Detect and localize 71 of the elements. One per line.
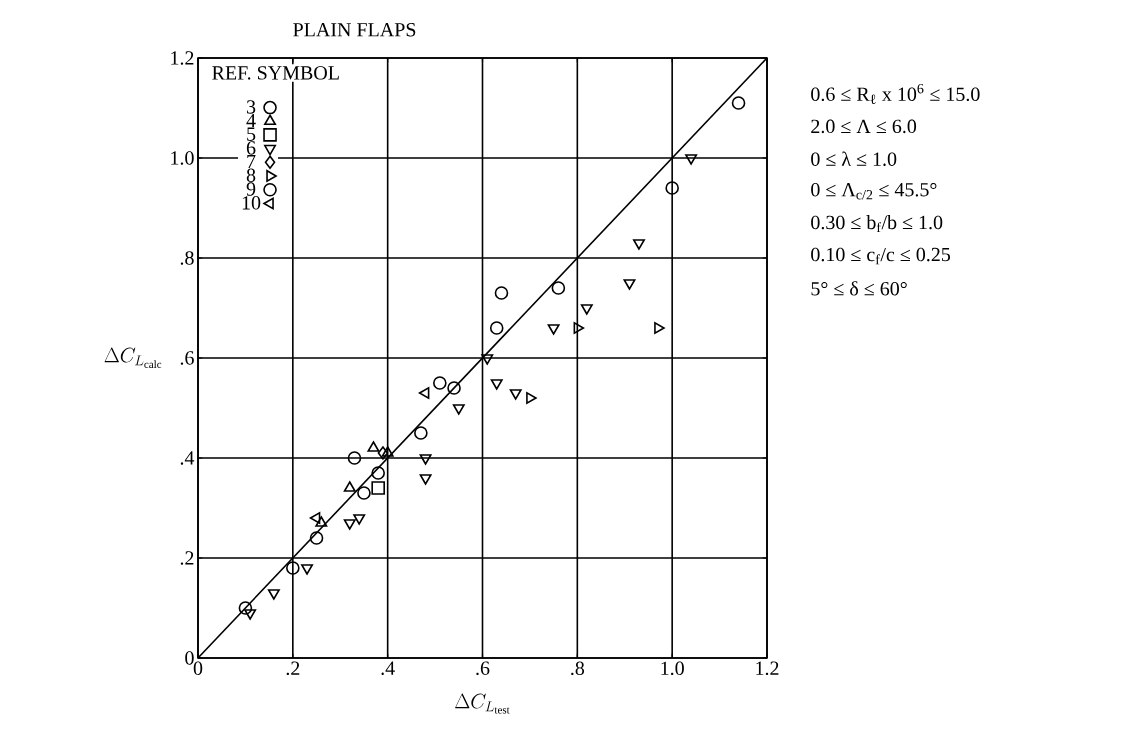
point: [573, 322, 585, 334]
point: [347, 451, 362, 465]
point: [377, 446, 389, 460]
point: [490, 379, 503, 390]
x-tick-label: 1.2: [756, 661, 779, 676]
point: [433, 376, 447, 390]
point: [371, 466, 385, 480]
point: [654, 322, 665, 334]
chart-title: PLAIN FLAPS: [293, 23, 416, 37]
point: [244, 609, 257, 620]
point: [509, 389, 522, 400]
point: [381, 446, 394, 457]
point: [452, 404, 465, 415]
x-tick-label: .4: [381, 661, 395, 675]
point: [353, 514, 366, 525]
y-tick-label: .4: [180, 451, 195, 465]
y-tick-label: .2: [180, 551, 194, 565]
text: 2.0 ≤ Λ ≤ 6.0: [811, 119, 917, 134]
point: [623, 279, 636, 290]
x-tick-label: .2: [286, 661, 300, 676]
point: [343, 481, 356, 492]
text: 0 ≤ Λ$_{c/2}$ ≤ 45.5°: [811, 182, 937, 200]
text: 0 ≤ λ ≤ 1.0: [811, 151, 897, 166]
y-tick-label: 1.2: [171, 51, 194, 65]
legend-label: 4: [246, 113, 256, 128]
y-axis-title: $\Delta C_{L_{\mathrm{calc}}}$: [104, 347, 162, 369]
text: 0.6 ≤ R$_{ℓ}$ x 10$^{6}$ ≤ 15.0: [811, 83, 980, 105]
y-tick-label: .6: [180, 351, 194, 365]
point: [685, 154, 698, 165]
legend-label: 8: [246, 168, 256, 183]
x-tick-label: 1.0: [661, 661, 684, 676]
point: [481, 354, 494, 365]
legend-title: REF. SYMBOL: [212, 66, 339, 80]
point: [419, 474, 432, 485]
point: [418, 387, 430, 399]
point: [551, 281, 566, 295]
text: 0.10 ≤ c$_{f}$/c ≤ 0.25: [811, 247, 951, 265]
point: [580, 304, 593, 315]
x-axis-title: $\Delta C_{L_{\mathrm{test}}}$: [455, 693, 510, 714]
point: [447, 381, 461, 395]
point: [309, 511, 321, 524]
y-tick-label: .8: [180, 251, 194, 265]
point: [343, 519, 356, 530]
legend-label: 7: [247, 154, 256, 169]
point: [309, 531, 324, 545]
point: [665, 181, 679, 195]
y-tick-label: 1.0: [171, 151, 194, 165]
point: [367, 441, 380, 452]
text: 0.30 ≤ b$_{f}$/b ≤ 1.0: [811, 215, 943, 233]
point: [489, 321, 504, 335]
text: 5° ≤ δ ≤ 60°: [811, 281, 907, 296]
point: [414, 426, 428, 440]
x-tick-label: .8: [571, 661, 585, 676]
point: [419, 454, 432, 465]
point: [267, 589, 280, 600]
point: [526, 392, 537, 404]
legend-label: 3: [246, 100, 256, 114]
point: [632, 239, 645, 250]
legend-label: 10: [242, 196, 261, 210]
y-tick-label: 0: [185, 651, 194, 665]
point: [238, 601, 253, 615]
point: [315, 516, 328, 527]
legend-label: 9: [246, 182, 256, 196]
point: [286, 561, 300, 575]
point: [731, 96, 746, 110]
legend-label: 5: [247, 127, 256, 141]
point: [301, 564, 314, 575]
point: [494, 286, 509, 300]
point: [547, 324, 560, 335]
legend-label: 6: [246, 141, 256, 155]
x-tick-label: .6: [476, 661, 490, 676]
